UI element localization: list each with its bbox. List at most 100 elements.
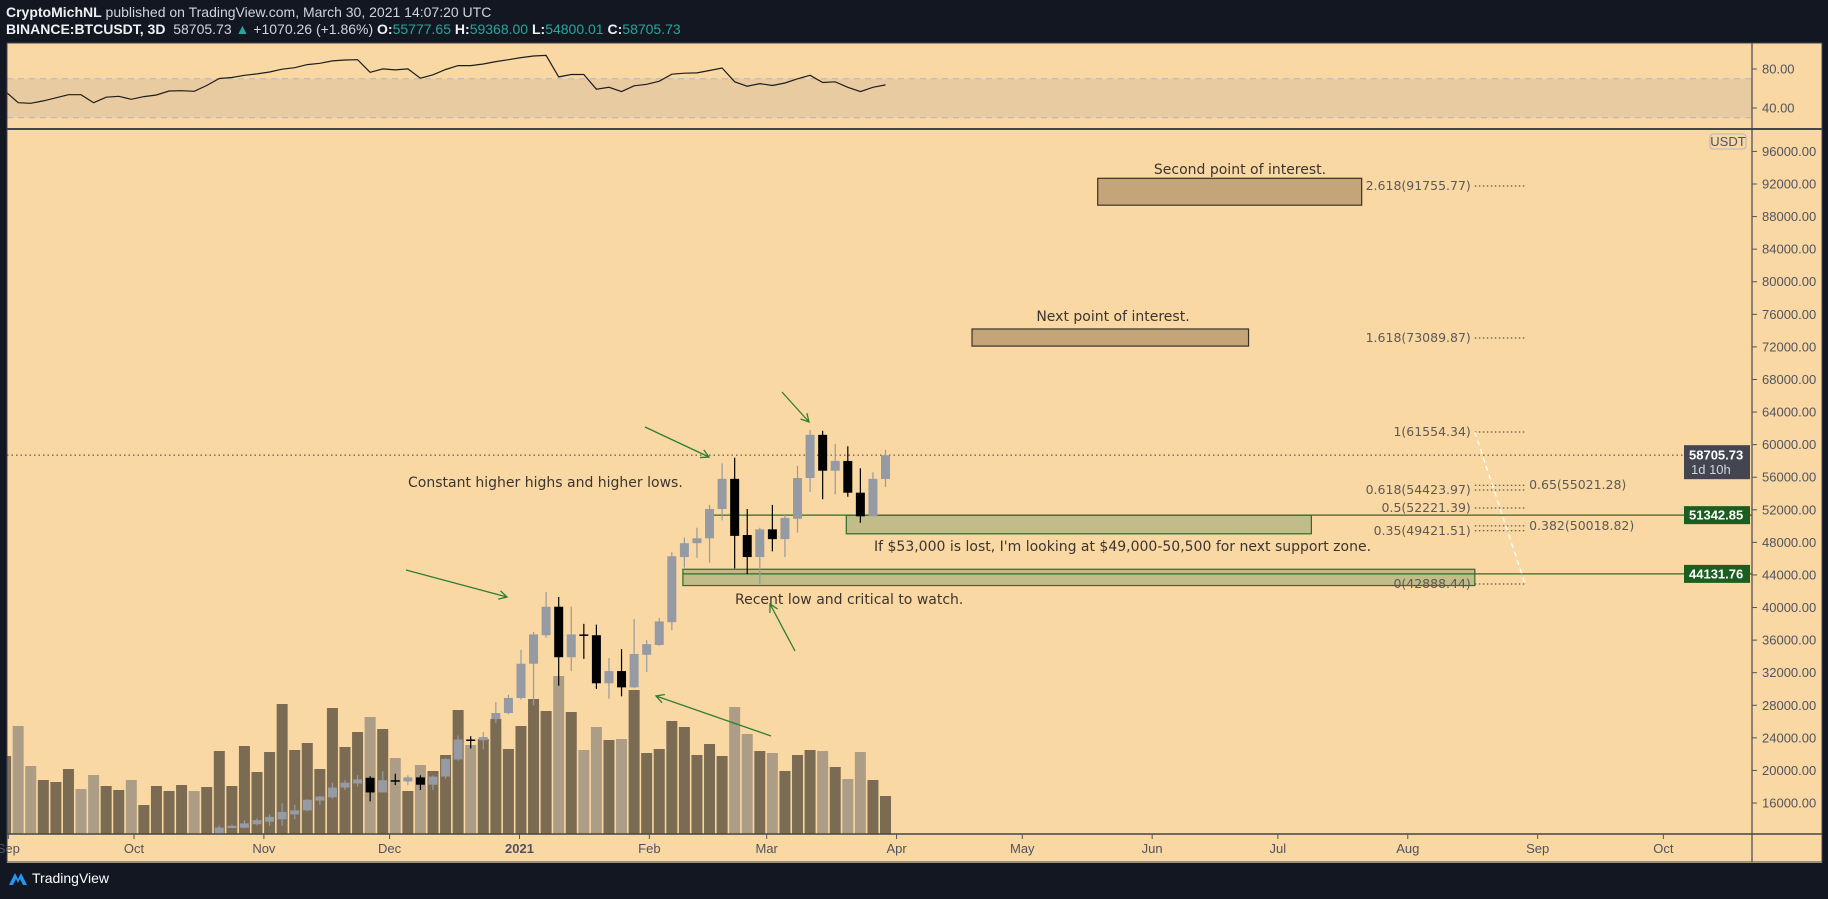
volume-bar xyxy=(691,755,703,834)
candle-body xyxy=(415,777,425,785)
rsi-line xyxy=(7,54,886,104)
candle-body xyxy=(679,543,689,558)
main-pane[interactable]: 2.618(91755.77) 1.618(73089.87) 1(61554.34… xyxy=(0,162,1752,853)
candle-body xyxy=(541,606,551,636)
fib-level-label: 0.618(54423.97) xyxy=(1366,482,1471,497)
rsi-tick-label: 40.00 xyxy=(1762,101,1795,116)
volume-bar xyxy=(792,755,804,834)
symbol-info: BINANCE:BTCUSDT, 3D 58705.73 ▲ +1070.26 … xyxy=(6,21,681,37)
candle-body xyxy=(214,827,224,834)
price-tick-label: 24000.00 xyxy=(1762,730,1816,745)
volume-bar xyxy=(402,791,414,834)
volume-bar xyxy=(502,749,514,834)
candle-body xyxy=(654,621,664,646)
price-tick-label: 40000.00 xyxy=(1762,600,1816,615)
volume-bar xyxy=(25,766,37,834)
volume-bar xyxy=(276,704,288,834)
rsi-band xyxy=(7,78,1752,118)
rsi-pane[interactable] xyxy=(6,54,1752,119)
volume-bar xyxy=(590,727,602,834)
volume-bar xyxy=(628,690,640,834)
volume-bar xyxy=(867,780,879,834)
arrow-annotation xyxy=(781,391,810,424)
candle-body xyxy=(591,635,601,684)
time-tick-label: Apr xyxy=(886,841,907,856)
volume-bar xyxy=(741,734,753,834)
volume-bar xyxy=(616,739,628,834)
time-tick-label: Dec xyxy=(378,841,402,856)
volume-bar xyxy=(754,751,766,834)
volume-bar xyxy=(666,721,678,834)
time-tick-label: 2021 xyxy=(505,841,534,856)
candle-body xyxy=(830,460,840,471)
recent-low-text: Recent low and critical to watch. xyxy=(735,592,963,608)
candle-body xyxy=(881,455,891,480)
level-label-box xyxy=(1684,506,1750,525)
price-tick-label: 84000.00 xyxy=(1762,242,1816,257)
publish-date: published on TradingView.com, March 30, … xyxy=(101,4,492,20)
candle-body xyxy=(742,535,752,558)
candle-body xyxy=(503,697,513,714)
low-label: L: xyxy=(531,21,546,37)
volume-bar xyxy=(264,752,276,834)
volume-bar xyxy=(163,791,175,834)
candle-body xyxy=(227,825,237,829)
price-change: +1070.26 (+1.86%) xyxy=(253,21,374,37)
fib-level-label: 0(42888.44) xyxy=(1393,576,1470,591)
volume-bar xyxy=(339,747,351,834)
close-value: 58705.73 xyxy=(622,21,681,37)
candle-body xyxy=(365,777,375,793)
volume-bar xyxy=(88,775,100,834)
candle-body xyxy=(302,799,312,811)
volume-bar xyxy=(113,790,125,834)
candle-body xyxy=(378,780,388,793)
arrow-annotation xyxy=(654,693,772,737)
candle-body xyxy=(491,713,501,720)
price-tick-label: 76000.00 xyxy=(1762,307,1816,322)
candle-body xyxy=(642,644,652,655)
volume-bar xyxy=(226,786,238,834)
target-box xyxy=(971,328,1250,347)
candle-body xyxy=(767,529,777,540)
candle-body xyxy=(390,780,400,782)
candle-body xyxy=(667,556,677,623)
tradingview-logo[interactable]: TradingView xyxy=(8,870,109,886)
candle-body xyxy=(855,492,865,517)
candle-body xyxy=(265,816,275,822)
next-point-of-interest-text: Next point of interest. xyxy=(1036,309,1189,325)
author-name[interactable]: CryptoMichNL xyxy=(6,4,102,20)
volume-bar xyxy=(75,789,87,834)
candle-body xyxy=(705,508,715,539)
time-tick-label: Sep xyxy=(0,841,20,856)
volume-bar xyxy=(880,796,892,834)
volume-bar xyxy=(766,753,778,834)
volume-bar xyxy=(414,765,426,834)
support-zone-box xyxy=(845,514,1312,535)
level-label-box xyxy=(1684,564,1750,583)
volume-bar xyxy=(37,780,49,834)
candle-body xyxy=(327,787,337,798)
price-tick-label: 64000.00 xyxy=(1762,405,1816,420)
volume-bar xyxy=(817,751,829,834)
volume-bar xyxy=(238,746,250,834)
volume-bar xyxy=(326,708,338,834)
high-label: H: xyxy=(454,21,470,37)
price-tick-label: 56000.00 xyxy=(1762,470,1816,485)
currency-badge xyxy=(1709,133,1747,150)
time-tick-label: Mar xyxy=(755,841,778,856)
fib-level-label: 2.618(91755.77) xyxy=(1366,178,1471,193)
price-tick-label: 96000.00 xyxy=(1762,144,1816,159)
volume-bar xyxy=(528,699,540,834)
second-point-of-interest-text: Second point of interest. xyxy=(1154,162,1326,178)
price-tick-label: 16000.00 xyxy=(1762,796,1816,811)
candle-body xyxy=(315,796,325,801)
volume-bar xyxy=(829,767,841,834)
fib-level-label: 0.65(55021.28) xyxy=(1529,477,1626,492)
price-tick-label: 88000.00 xyxy=(1762,209,1816,224)
axes: 80.00 40.00 96000.00 92000.00 88000.00 84000.… xyxy=(0,42,1823,863)
candle-body xyxy=(617,671,627,688)
candle-body xyxy=(277,811,287,820)
volume-bar xyxy=(842,779,854,834)
